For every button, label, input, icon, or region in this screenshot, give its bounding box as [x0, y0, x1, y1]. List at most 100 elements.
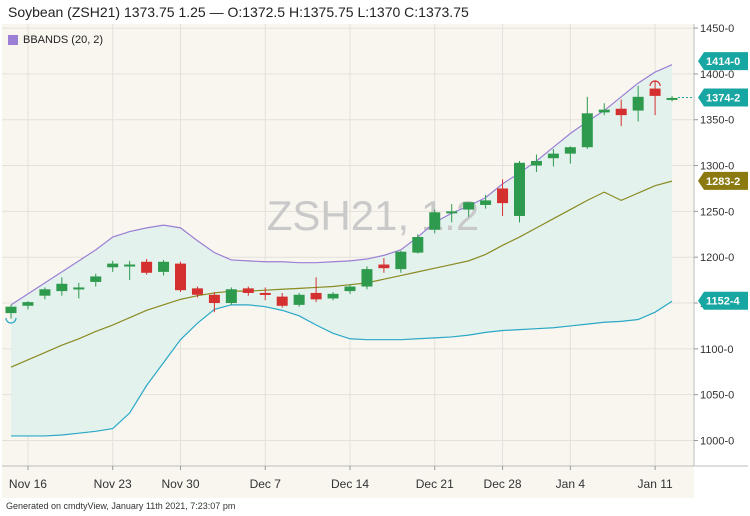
upper-band-tag-label: 1414-0: [706, 56, 740, 68]
candle: [5, 304, 17, 319]
middle-band-tag-shape: [698, 171, 748, 190]
candle-body: [497, 188, 509, 204]
candle-body: [480, 200, 492, 205]
lower-band-tag-label: 1152-4: [706, 296, 741, 308]
candle-body: [463, 202, 475, 210]
candle-body: [395, 251, 407, 270]
candle-body: [73, 287, 85, 290]
bollinger-band-fill: [11, 64, 673, 436]
candle: [446, 204, 458, 223]
footer-text: Generated on cmdtyView, January 11th 202…: [6, 501, 236, 511]
candle: [141, 259, 153, 275]
candle: [666, 96, 678, 102]
candle-body: [598, 109, 610, 113]
candle-body: [39, 289, 51, 296]
candle-body: [378, 264, 390, 269]
candle-body: [429, 212, 441, 230]
candle: [412, 234, 424, 254]
x-tick-label: Dec 14: [331, 477, 369, 491]
candle: [293, 292, 305, 307]
candle: [242, 286, 254, 296]
bollinger-lower-line: [11, 300, 673, 437]
candle-body: [242, 288, 254, 293]
candle-body: [344, 286, 356, 292]
candle: [598, 103, 610, 116]
candle: [73, 282, 85, 299]
y-tick-label: 1300-0: [700, 161, 734, 173]
candle: [90, 273, 102, 287]
watermark: ZSH21, 1.2: [267, 192, 479, 239]
arc-marker-high: [649, 80, 661, 87]
x-tick-label: Jan 4: [556, 477, 586, 491]
last-price-tag: 1374-2: [698, 88, 748, 107]
y-tick-label: 1250-0: [700, 206, 734, 218]
lower-band-tag: 1152-4: [698, 291, 748, 310]
candle: [429, 209, 441, 234]
y-tick-label: 1350-0: [700, 115, 734, 127]
candle: [22, 301, 34, 310]
time-axis-area: [2, 466, 694, 498]
candle-body: [276, 296, 288, 306]
legend[interactable]: BBANDS (20, 2): [8, 34, 103, 46]
x-tick-label: Nov 30: [161, 477, 199, 491]
x-tick-label: Dec 7: [250, 477, 282, 491]
middle-band-tag-label: 1283-2: [706, 176, 740, 188]
candle: [615, 99, 627, 127]
candle-body: [310, 292, 322, 300]
candle-body: [225, 289, 237, 304]
candle: [225, 287, 237, 305]
legend-swatch: [8, 35, 18, 45]
candle: [56, 277, 68, 296]
candle: [310, 277, 322, 303]
arc-marker-low: [5, 317, 17, 324]
y-tick-label: 1200-0: [700, 252, 734, 264]
candle: [327, 292, 339, 301]
candle-body: [158, 261, 170, 272]
candle: [378, 258, 390, 273]
candle: [259, 287, 271, 301]
candle: [514, 160, 525, 223]
candle: [581, 96, 593, 150]
candle: [124, 260, 136, 281]
candle-body: [581, 113, 593, 148]
candle: [632, 85, 644, 122]
candle-body: [293, 294, 305, 305]
candle: [361, 266, 373, 290]
candle-body: [107, 263, 119, 268]
y-tick-label: 1450-0: [700, 23, 734, 35]
y-tick-label: 1100-0: [700, 344, 733, 356]
candle: [564, 146, 576, 164]
bollinger-upper-line: [10, 64, 673, 306]
x-tick-label: Jan 11: [638, 477, 673, 491]
candle: [158, 259, 170, 276]
candle: [649, 80, 661, 116]
x-tick-label: Nov 16: [9, 477, 47, 491]
candle-body: [175, 263, 186, 291]
candle-body: [124, 264, 136, 267]
y-tick-label: 1000-0: [700, 436, 734, 448]
candle: [344, 284, 356, 294]
candle-body: [649, 88, 661, 96]
candle-body: [547, 153, 559, 159]
candle: [276, 292, 288, 308]
candle: [191, 286, 203, 298]
candle-body: [22, 302, 34, 306]
candle-body: [259, 292, 271, 295]
candle: [208, 292, 220, 313]
plot-area: ZSH21, 1.2: [2, 24, 694, 466]
upper-band-tag: 1414-0: [698, 52, 748, 71]
candle: [497, 179, 509, 216]
candle: [547, 149, 559, 167]
y-tick-label: 1050-0: [700, 390, 734, 402]
candle-body: [412, 237, 424, 253]
candle-body: [56, 283, 68, 292]
candle: [480, 194, 492, 209]
x-tick-label: Nov 23: [94, 477, 132, 491]
candle-body: [191, 288, 203, 295]
candle: [530, 154, 542, 172]
candle-body: [327, 293, 339, 299]
last-price-tag-label: 1374-2: [706, 92, 740, 104]
legend-label: BBANDS (20, 2): [23, 34, 104, 46]
